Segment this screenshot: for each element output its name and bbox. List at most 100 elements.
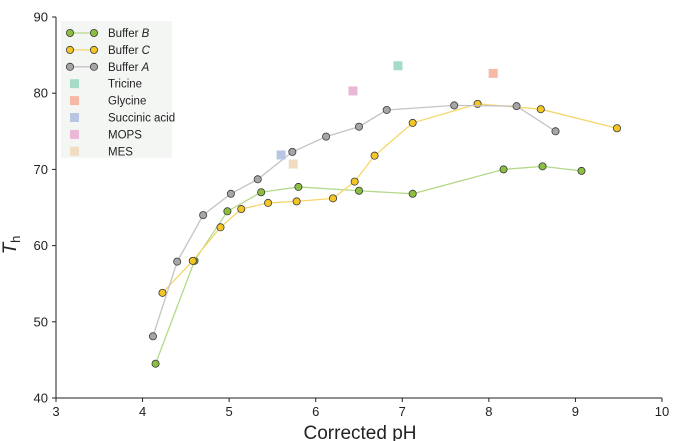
axes: 3 4 5 6 7 8 9 10 40 50 60 70 80 90 — [34, 10, 670, 420]
x-tick-label: 8 — [485, 404, 492, 419]
legend-item-mops: MOPS — [70, 129, 142, 141]
series-line-buffer-c — [162, 103, 618, 294]
data-point-buffer-a — [354, 122, 363, 131]
data-point-buffer-a — [450, 101, 459, 110]
data-point-buffer-c — [158, 288, 167, 297]
legend-label: Tricine — [108, 79, 142, 91]
legend-swatch-marker — [70, 79, 79, 89]
legend-swatch-marker — [70, 129, 79, 139]
data-point-buffer-b — [223, 207, 232, 216]
data-point-buffer-b — [151, 359, 160, 368]
data-point-buffer-c — [216, 223, 225, 232]
series-glycine — [488, 68, 498, 78]
data-point-tricine — [393, 61, 403, 71]
data-point-buffer-a — [148, 332, 157, 341]
legend-item-buffer-a: Buffer A — [66, 62, 150, 74]
y-axis-title-subscript: h — [8, 236, 23, 243]
legend-swatch-marker — [90, 28, 99, 37]
x-tick-label: 3 — [52, 404, 59, 419]
data-point-mes — [288, 159, 298, 169]
legend-item-buffer-b: Buffer B — [66, 28, 150, 40]
series-line-buffer-a — [152, 104, 556, 337]
y-tick-label: 70 — [34, 162, 48, 177]
data-point-buffer-b — [354, 186, 363, 195]
x-tick-label: 5 — [226, 404, 233, 419]
series-buffer-c — [158, 99, 621, 297]
legend-item-buffer-c: Buffer C — [66, 45, 151, 57]
data-point-buffer-a — [199, 211, 208, 220]
series-buffer-b — [151, 162, 586, 368]
series-mes — [288, 159, 298, 169]
legend-box — [61, 21, 172, 158]
legend-swatch-marker — [66, 62, 75, 71]
series-layer — [148, 61, 621, 368]
data-point-buffer-c — [536, 105, 545, 114]
data-point-buffer-a — [173, 257, 182, 266]
legend-item-mes: MES — [70, 146, 133, 158]
data-point-buffer-c — [292, 197, 301, 206]
legend-swatch-marker — [90, 62, 99, 71]
legend-swatch-marker — [70, 96, 79, 106]
legend-label: MES — [108, 146, 133, 158]
data-point-buffer-b — [577, 166, 586, 175]
data-point-buffer-c — [188, 256, 197, 265]
data-point-buffer-b — [538, 162, 547, 171]
x-tick-label: 6 — [312, 404, 319, 419]
legend-item-tricine: Tricine — [70, 79, 142, 91]
legend-label: Buffer C — [108, 45, 151, 57]
x-tick-label: 9 — [572, 404, 579, 419]
data-point-mops — [348, 86, 358, 96]
legend-swatch-marker — [70, 113, 79, 122]
legend-swatch-marker — [66, 28, 75, 37]
x-tick-label: 10 — [655, 404, 669, 419]
series-tricine — [393, 61, 403, 71]
series-line-buffer-b — [154, 165, 582, 364]
data-point-succinic-acid — [276, 150, 286, 160]
y-axis-title-main: T — [0, 241, 21, 254]
legend-swatch-marker — [70, 146, 79, 156]
data-point-buffer-a — [322, 132, 331, 141]
data-point-buffer-c — [237, 205, 246, 214]
legend-swatch-marker — [66, 45, 75, 54]
data-point-buffer-b — [408, 189, 417, 198]
x-axis-title: Corrected pH — [304, 423, 417, 441]
data-point-buffer-c — [264, 198, 273, 207]
legend-label: Buffer B — [108, 28, 150, 40]
x-tick-label: 7 — [399, 404, 406, 419]
y-tick-label: 50 — [34, 314, 48, 329]
y-tick-label: 40 — [34, 391, 48, 406]
data-point-buffer-a — [226, 189, 235, 198]
legend-label: MOPS — [108, 129, 142, 141]
legend-label: Buffer A — [108, 62, 150, 74]
legend-swatch-marker — [90, 45, 99, 54]
x-tick-label: 4 — [139, 404, 146, 419]
legend-item-succinic-acid: Succinic acid — [70, 113, 175, 125]
legend-label: Glycine — [108, 96, 146, 108]
legend-label: Succinic acid — [108, 113, 175, 125]
data-point-buffer-c — [473, 99, 482, 108]
data-point-buffer-b — [257, 188, 266, 197]
data-point-buffer-c — [612, 124, 621, 133]
data-point-buffer-a — [382, 105, 391, 114]
y-tick-label: 60 — [34, 238, 48, 253]
data-point-glycine — [488, 68, 498, 78]
y-tick-label: 80 — [34, 86, 48, 101]
data-point-buffer-a — [253, 175, 262, 184]
data-point-buffer-a — [512, 102, 521, 111]
data-point-buffer-c — [408, 118, 417, 127]
series-mops — [348, 86, 358, 96]
legend: Buffer B Buffer C Buffer A Tricine Glycine Su… — [61, 21, 175, 158]
data-point-buffer-c — [370, 151, 379, 160]
series-buffer-a — [148, 101, 560, 341]
data-point-buffer-a — [288, 147, 297, 156]
series-succinic-acid — [276, 150, 286, 160]
data-point-buffer-b — [499, 165, 508, 174]
legend-item-glycine: Glycine — [70, 96, 146, 108]
data-point-buffer-c — [350, 177, 359, 186]
data-point-buffer-c — [329, 194, 338, 203]
data-point-buffer-a — [551, 127, 560, 136]
y-axis-title: Th — [0, 236, 23, 255]
y-tick-label: 90 — [34, 10, 48, 25]
data-point-buffer-b — [294, 182, 303, 191]
